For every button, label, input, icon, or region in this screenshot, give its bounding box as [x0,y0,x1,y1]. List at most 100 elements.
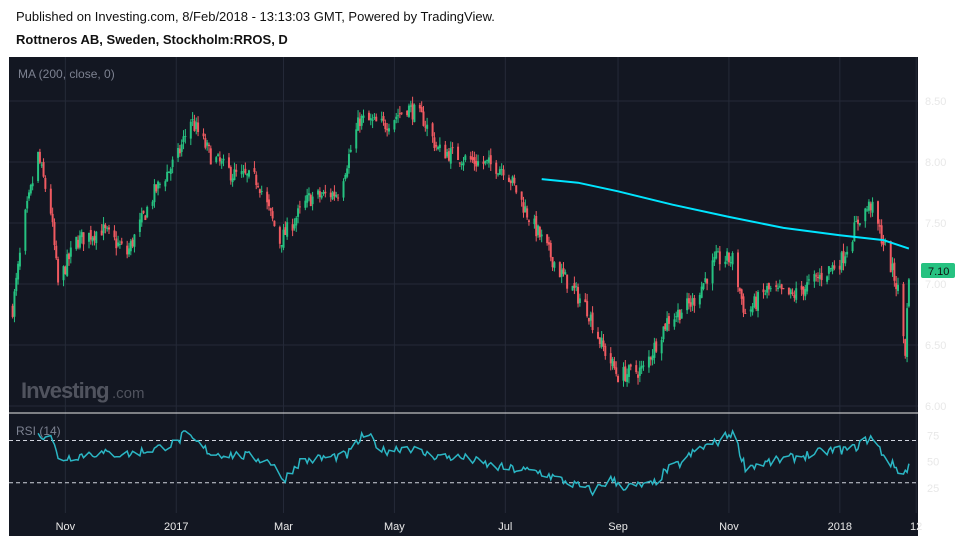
candle-body [75,236,78,249]
candle-body [769,288,772,290]
candle [355,122,358,153]
price-tick-label: 8.50 [925,96,946,108]
candle-body [129,241,132,252]
candle [387,123,390,135]
candle [897,277,900,295]
candle-body [589,314,592,321]
candle-body [195,122,198,130]
candle-body [40,164,43,166]
date-tick-label: Jul [498,521,512,533]
candle-body [629,364,632,367]
candle [842,243,845,271]
candle-body [342,181,345,198]
candle-body [558,262,561,278]
candle-body [78,235,81,248]
candle [57,256,60,286]
price-tick-label: 7.50 [925,218,946,230]
candle-body [562,268,565,274]
candle [537,224,540,238]
candle [564,269,567,275]
candle [386,123,389,137]
candle [295,216,298,232]
candle [857,216,860,231]
candle-body [800,285,803,290]
candle [826,275,829,285]
candle-body [393,120,396,130]
candle [667,313,670,332]
watermark-brand: Investing [21,378,109,403]
candle-body [689,302,692,307]
candle [713,251,716,267]
candle [384,119,387,133]
candle-body [782,288,785,290]
candle [102,217,105,241]
candle [655,338,658,353]
candle [138,212,141,237]
candle-body [286,222,289,237]
candle [560,263,563,284]
candle-body [880,225,883,244]
candle-body [240,171,243,175]
candle-body [69,247,72,257]
candle-body [502,169,505,176]
candle-body [93,235,96,241]
candle [451,142,454,154]
candle [342,178,345,201]
candle-body [738,288,741,291]
candle-body [871,201,874,213]
candle [673,313,676,330]
candle-body [322,192,325,194]
candle [82,232,85,252]
candle-body [584,299,587,303]
candle [397,108,400,123]
candle-body [864,208,867,222]
candle [398,106,401,119]
candle-body [180,144,183,152]
candle-body [551,256,554,268]
candle [689,295,692,312]
candle [489,148,492,171]
candle-body [522,202,525,213]
candle-body [753,296,756,307]
candle [637,371,640,385]
candle-body [375,116,378,122]
candle [369,113,372,126]
candle-body [578,298,581,304]
candle-body [615,367,618,374]
candle-body [571,285,574,291]
candle-body [693,297,696,306]
candle [598,336,601,349]
candle [337,194,340,202]
candle [520,191,523,207]
candle [540,229,543,243]
candle [907,278,910,308]
axis-ticks: 8.50 8.00 7.50 7.00 6.50 6.00 75 50 25 Nov 2017 Mar… [56,96,947,533]
candle [244,162,247,175]
candle [806,275,809,295]
candle-body [37,151,40,181]
candle-body [357,117,360,131]
candle [15,272,18,296]
candle-body [678,309,681,320]
candle-body [133,234,136,247]
candle [471,150,474,163]
watermark-suffix: .com [112,385,145,402]
candle [347,148,350,174]
candle-body [215,157,218,162]
candle [215,155,218,164]
candle [787,287,790,296]
candle-body [53,222,56,246]
candle [791,288,794,296]
candle [266,187,269,210]
candle-body [600,337,603,347]
candle [677,303,680,323]
candle [737,249,740,293]
candle [724,255,727,268]
candle-body [878,225,881,227]
investing-watermark: Investing .com [21,378,145,403]
candle-body [424,126,427,128]
candle-body [320,195,323,198]
published-info: Published on Investing.com, 8/Feb/2018 -… [16,9,495,24]
candle-body [737,252,740,288]
